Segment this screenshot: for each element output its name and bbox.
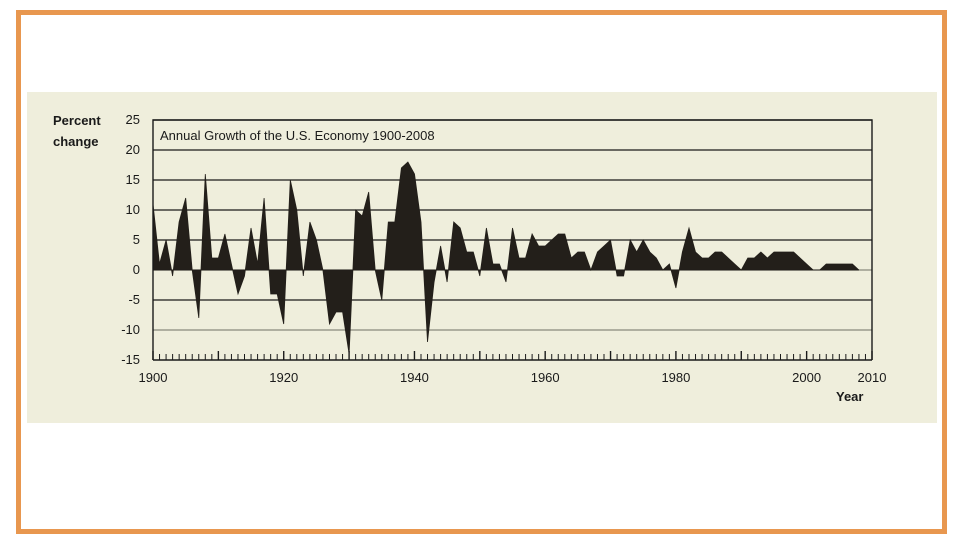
grid-layer xyxy=(153,119,872,331)
x-tick-label: 1940 xyxy=(400,370,429,385)
y-tick-labels: 25 20 15 10 5 0 -5 -10 -15 xyxy=(121,112,140,367)
y-axis-label-line1: Percent xyxy=(53,113,101,128)
y-tick-label: -10 xyxy=(121,322,140,337)
y-tick-label: -5 xyxy=(128,292,140,307)
y-tick-label: -15 xyxy=(121,352,140,367)
growth-area xyxy=(152,161,860,355)
x-tick-label: 2000 xyxy=(792,370,821,385)
y-tick-label: 15 xyxy=(126,172,140,187)
x-axis-label: Year xyxy=(836,389,864,404)
x-tick-label: 1960 xyxy=(531,370,560,385)
y-tick-label: 20 xyxy=(126,142,140,157)
x-tick-label: 2010 xyxy=(858,370,887,385)
x-tick-label: 1980 xyxy=(661,370,690,385)
x-tick-label: 1920 xyxy=(269,370,298,385)
area-layer xyxy=(152,161,860,355)
plot-border xyxy=(152,119,873,360)
y-axis-label-line2: change xyxy=(53,134,99,149)
y-tick-label: 5 xyxy=(133,232,140,247)
y-axis-label: Percent change xyxy=(53,110,123,152)
y-tick-label: 25 xyxy=(126,112,140,127)
y-tick-label: 0 xyxy=(133,262,140,277)
y-tick-label: 10 xyxy=(126,202,140,217)
axis-layer xyxy=(152,119,873,361)
chart-title: Annual Growth of the U.S. Economy 1900-2… xyxy=(160,128,435,143)
x-tick-labels: 1900 1920 1940 1960 1980 2000 2010 xyxy=(139,370,887,385)
x-tick-label: 1900 xyxy=(139,370,168,385)
